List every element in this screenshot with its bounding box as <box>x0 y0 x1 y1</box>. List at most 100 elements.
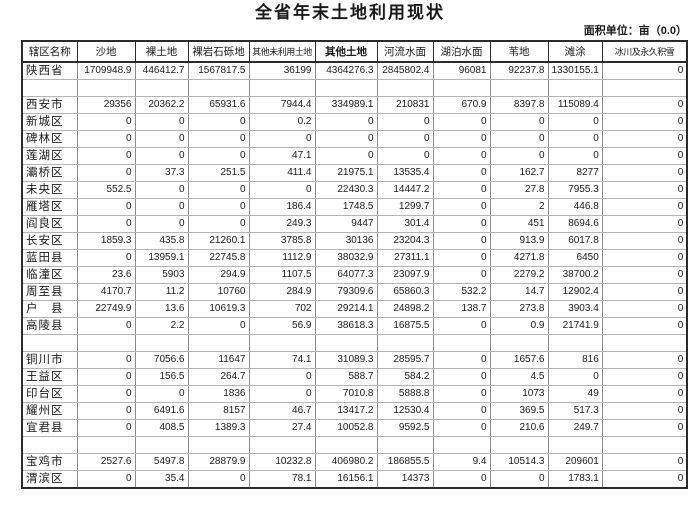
cell: 0 <box>134 385 189 403</box>
cell: 301.4 <box>376 215 434 233</box>
cell: 0 <box>376 130 434 148</box>
cell: 0 <box>432 181 491 199</box>
cell: 251.5 <box>187 164 250 182</box>
cell: 0 <box>432 419 491 437</box>
cell: 0 <box>432 249 491 267</box>
cell <box>547 79 603 97</box>
cell: 0 <box>314 147 378 165</box>
row-label: 周至县 <box>21 283 78 301</box>
cell: 38618.3 <box>314 317 378 335</box>
cell: 0 <box>76 419 136 437</box>
cell: 0 <box>134 130 189 148</box>
cell: 8157 <box>187 402 250 420</box>
cell: 7010.8 <box>314 385 378 403</box>
cell: 4.5 <box>489 368 549 386</box>
cell: 16875.5 <box>376 317 434 335</box>
cell: 20362.2 <box>134 96 189 114</box>
table-row: 印台区 0 0 1836 0 7010.8 5888.8 0 1073 49 0 <box>21 385 689 403</box>
cell: 702 <box>248 300 316 318</box>
cell: 0 <box>432 266 491 284</box>
cell: 0 <box>76 368 136 386</box>
cell: 1859.3 <box>76 232 136 250</box>
cell: 0 <box>601 368 689 386</box>
cell: 186.4 <box>248 198 316 216</box>
table-row: 未央区 552.5 0 0 0 22430.3 14447.2 0 27.8 7955.3 0 <box>21 181 689 199</box>
cell: 0 <box>601 351 689 369</box>
cell: 0 <box>76 470 136 489</box>
cell: 446.8 <box>547 198 603 216</box>
cell <box>314 334 378 352</box>
row-label <box>21 436 78 454</box>
cell: 0 <box>76 113 136 131</box>
cell: 532.2 <box>432 283 491 301</box>
cell: 10514.3 <box>489 453 549 471</box>
cell: 65931.6 <box>187 96 250 114</box>
cell: 10052.8 <box>314 419 378 437</box>
cell: 249.3 <box>248 215 316 233</box>
cell: 29356 <box>76 96 136 114</box>
cell: 0 <box>376 147 434 165</box>
cell: 4170.7 <box>76 283 136 301</box>
cell: 0 <box>601 181 689 199</box>
table-row: 临潼区 23.6 5903 294.9 1107.5 64077.3 23097.9 0 227… <box>21 266 689 284</box>
cell <box>134 334 189 352</box>
cell: 2.2 <box>134 317 189 335</box>
column-header: 辖区名称 <box>21 40 78 63</box>
cell: 3903.4 <box>547 300 603 318</box>
cell: 210831 <box>376 96 434 114</box>
table-row: 西安市 29356 20362.2 65931.6 7944.4 334989.1 2108… <box>21 96 689 114</box>
cell: 22749.9 <box>76 300 136 318</box>
cell: 156.5 <box>134 368 189 386</box>
cell: 0 <box>547 147 603 165</box>
cell: 2 <box>489 198 549 216</box>
row-label: 渭滨区 <box>21 470 78 489</box>
cell: 27.8 <box>489 181 549 199</box>
cell <box>601 334 689 352</box>
cell: 28595.7 <box>376 351 434 369</box>
cell: 13535.4 <box>376 164 434 182</box>
cell: 4364276.3 <box>314 61 378 80</box>
cell: 0 <box>601 147 689 165</box>
cell: 7056.6 <box>134 351 189 369</box>
cell: 0 <box>432 351 491 369</box>
cell: 11647 <box>187 351 250 369</box>
cell: 0 <box>76 164 136 182</box>
table-row: 陕西省 1709948.9 446412.7 1567817.5 36199 436427… <box>21 61 689 80</box>
cell: 0 <box>76 402 136 420</box>
table-row: 新城区 0 0 0 0.2 0 0 0 0 0 0 <box>21 113 689 131</box>
column-header: 滩涂 <box>547 40 603 63</box>
cell: 0 <box>601 470 689 489</box>
cell: 1073 <box>489 385 549 403</box>
cell: 8694.6 <box>547 215 603 233</box>
cell: 0 <box>601 300 689 318</box>
cell: 30136 <box>314 232 378 250</box>
column-header: 裸土地 <box>134 40 189 63</box>
cell: 913.9 <box>489 232 549 250</box>
cell: 0 <box>601 113 689 131</box>
cell: 0 <box>432 147 491 165</box>
cell: 369.5 <box>489 402 549 420</box>
cell: 1709948.9 <box>76 61 136 80</box>
cell: 0 <box>489 470 549 489</box>
cell: 0 <box>187 147 250 165</box>
cell: 670.9 <box>432 96 491 114</box>
row-label: 宝鸡市 <box>21 453 78 471</box>
cell: 1783.1 <box>547 470 603 489</box>
cell: 2527.6 <box>76 453 136 471</box>
cell: 0 <box>76 351 136 369</box>
row-label: 西安市 <box>21 96 78 114</box>
row-label: 长安区 <box>21 232 78 250</box>
cell: 162.7 <box>489 164 549 182</box>
cell: 186855.5 <box>376 453 434 471</box>
cell: 21975.1 <box>314 164 378 182</box>
cell: 8397.8 <box>489 96 549 114</box>
row-label: 莲湖区 <box>21 147 78 165</box>
cell: 0 <box>601 283 689 301</box>
cell <box>489 436 549 454</box>
cell <box>601 436 689 454</box>
cell: 0 <box>187 113 250 131</box>
cell: 552.5 <box>76 181 136 199</box>
cell: 0 <box>187 317 250 335</box>
cell: 584.2 <box>376 368 434 386</box>
cell: 0.2 <box>248 113 316 131</box>
